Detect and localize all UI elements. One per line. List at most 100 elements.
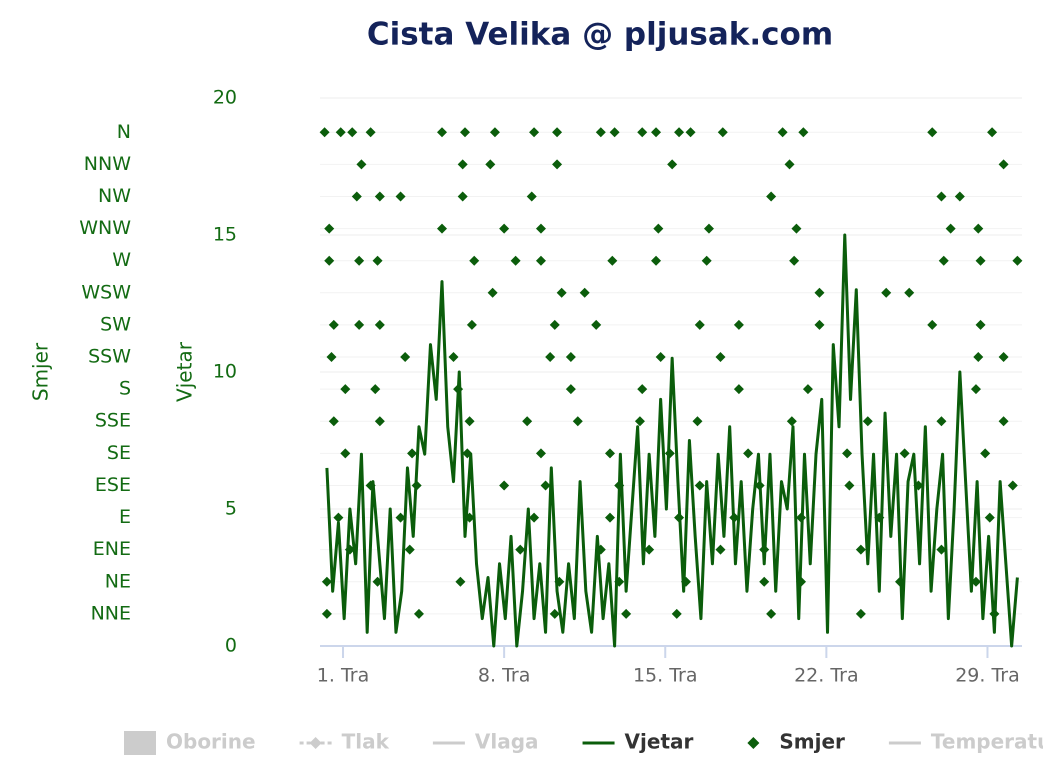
direction-point [469,255,480,266]
y2-tick-label: W [112,249,131,271]
direction-point [565,384,576,395]
legend-item[interactable]: Vlaga [432,730,539,754]
direction-point [485,159,496,170]
direction-point [411,480,422,491]
direction-point [319,127,330,138]
direction-point [407,448,418,459]
direction-point [655,352,666,363]
y2-tick-label: WNW [79,217,131,239]
direction-point [365,480,376,491]
direction-point [565,352,576,363]
direction-point [487,287,498,298]
wind-line [325,233,1019,648]
direction-point [535,223,546,234]
direction-point [975,319,986,330]
y2-tick-label: N [117,121,131,143]
direction-point [1012,255,1023,266]
direction-point [455,576,466,587]
legend-item[interactable]: Temperatura [888,730,1043,754]
direction-point [791,223,802,234]
direction-point [743,448,754,459]
direction-point [798,127,809,138]
legend-label: Vjetar [625,730,694,754]
direction-point [674,127,685,138]
y-axis-title: Vjetar [173,341,197,402]
direction-point [347,127,358,138]
direction-point [572,416,583,427]
direction-point [466,319,477,330]
direction-point [522,416,533,427]
direction-point [970,384,981,395]
y2-axis-title: Smjer [29,342,53,401]
direction-point [796,576,807,587]
direction-point [535,255,546,266]
direction-point [637,384,648,395]
direction-point [535,448,546,459]
direction-point [621,608,632,619]
x-tick-label: 1. Tra [317,665,369,687]
direction-point [374,319,385,330]
direction-point [789,255,800,266]
direction-point [980,448,991,459]
direction-point [634,416,645,427]
y-tick-label: 0 [225,635,237,657]
direction-point [651,127,662,138]
direction-point [895,576,906,587]
legend-item[interactable]: Oborine [124,730,256,756]
direction-point [354,319,365,330]
direction-point [400,352,411,363]
direction-point [703,223,714,234]
direction-point [324,223,335,234]
direction-point [989,608,1000,619]
direction-point [579,287,590,298]
legend-item[interactable]: Tlak [299,730,390,754]
direction-point [499,223,510,234]
direction-point [715,352,726,363]
direction-point [855,544,866,555]
direction-point [335,127,346,138]
y2-tick-label: E [119,506,131,528]
direction-point [549,319,560,330]
direction-point [766,191,777,202]
y2-tick-label: SSE [95,410,131,432]
direction-point [913,480,924,491]
direction-point [874,512,885,523]
direction-point [545,352,556,363]
direction-point [766,608,777,619]
direction-point [733,319,744,330]
direction-point [529,127,540,138]
direction-point [365,127,376,138]
legend-item[interactable]: Vjetar [582,730,694,754]
direction-point [540,480,551,491]
direction-point [998,352,1009,363]
direction-point [614,576,625,587]
direction-point [936,544,947,555]
direction-point [356,159,367,170]
legend-label: Tlak [342,730,390,754]
direction-point [554,576,565,587]
direction-point [607,255,618,266]
direction-point [998,159,1009,170]
direction-point [973,223,984,234]
direction-point [460,127,471,138]
direction-point [685,127,696,138]
direction-point [457,159,468,170]
legend-item[interactable]: Smjer [737,730,845,754]
y-tick-label: 20 [213,87,237,109]
direction-point [680,576,691,587]
direction-point [404,544,415,555]
direction-point [344,544,355,555]
direction-point [975,255,986,266]
direction-point [970,576,981,587]
direction-point [374,191,385,202]
direction-point [927,127,938,138]
direction-point [881,287,892,298]
direction-point [549,608,560,619]
direction-point [321,608,332,619]
y2-tick-label: NW [98,185,131,207]
direction-point [1007,480,1018,491]
direction-point [759,544,770,555]
direction-point [328,416,339,427]
direction-point [936,191,947,202]
